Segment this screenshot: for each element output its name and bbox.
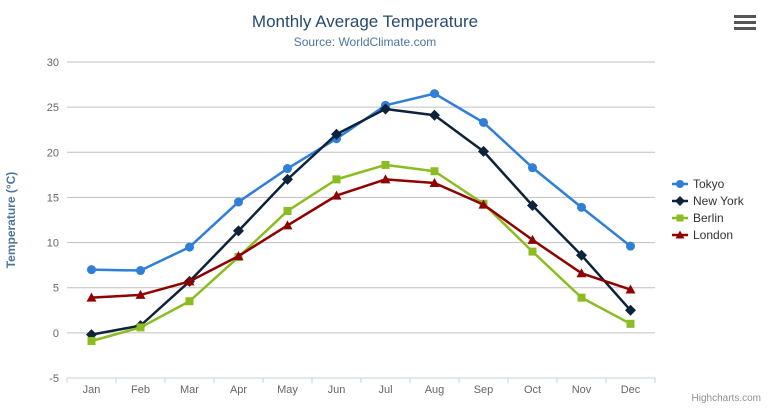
data-point-tokyo-apr[interactable]: [234, 197, 243, 207]
data-point-berlin-oct[interactable]: [528, 247, 537, 256]
legend-diamond-glyph: [675, 195, 685, 206]
data-point-berlin-aug[interactable]: [430, 167, 439, 176]
y-axis-title: Temperature (°C): [4, 172, 18, 269]
x-axis-tick-label: Feb: [131, 384, 150, 396]
legend-label-berlin: Berlin: [693, 210, 724, 225]
legend-item-berlin[interactable]: Berlin: [672, 209, 744, 226]
series-line-tokyo[interactable]: [90, 92, 632, 272]
x-axis-tick-label: Jan: [83, 384, 101, 396]
legend-circle-marker-icon: [672, 179, 688, 188]
legend-circle-glyph: [676, 179, 684, 188]
legend-triangle-glyph: [675, 230, 685, 238]
data-point-new-york-dec[interactable]: [625, 304, 636, 316]
data-point-berlin-jan[interactable]: [87, 336, 96, 345]
legend-triangle-marker-icon: [672, 230, 688, 238]
data-point-berlin-feb[interactable]: [136, 323, 145, 332]
x-axis-tick-label: Apr: [230, 384, 247, 396]
data-point-new-york-jun[interactable]: [331, 128, 342, 140]
data-point-new-york-oct[interactable]: [527, 200, 538, 212]
series-line-london[interactable]: [90, 178, 632, 299]
legend-label-new-york: New York: [693, 193, 744, 208]
x-axis-tick-label: May: [277, 384, 298, 396]
x-axis-tick-label: Dec: [621, 384, 641, 396]
legend-label-tokyo: Tokyo: [693, 176, 725, 191]
data-point-london-jan[interactable]: [86, 292, 97, 302]
y-axis-tick-label: 30: [47, 57, 59, 69]
legend-item-tokyo[interactable]: Tokyo: [672, 175, 744, 192]
data-point-new-york-aug[interactable]: [429, 109, 440, 121]
data-point-london-jul[interactable]: [380, 174, 391, 184]
data-point-berlin-may[interactable]: [283, 206, 292, 215]
legend-square-marker-icon: [672, 214, 688, 221]
x-axis-tick-label: Jul: [378, 384, 392, 396]
data-point-london-mar[interactable]: [184, 276, 195, 286]
y-axis-tick-label: 20: [47, 147, 59, 159]
legend-square-glyph: [676, 214, 684, 221]
data-point-tokyo-may[interactable]: [283, 164, 292, 174]
y-axis-tick-label: -5: [49, 373, 59, 385]
data-point-new-york-sep[interactable]: [478, 145, 489, 157]
data-point-new-york-nov[interactable]: [576, 249, 587, 261]
y-axis-tick-label: 25: [47, 102, 59, 114]
y-axis-tick-label: 0: [53, 328, 59, 340]
data-point-london-apr[interactable]: [233, 251, 244, 261]
data-point-london-aug[interactable]: [429, 177, 440, 187]
data-point-london-nov[interactable]: [576, 268, 587, 278]
data-point-tokyo-nov[interactable]: [577, 202, 586, 212]
x-axis-tick-label: Jun: [328, 384, 346, 396]
legend: Tokyo New York Berlin London: [672, 175, 744, 243]
data-point-berlin-dec[interactable]: [626, 319, 635, 328]
data-point-london-jun[interactable]: [331, 190, 342, 200]
data-point-tokyo-oct[interactable]: [528, 163, 537, 173]
x-axis-tick-label: Mar: [180, 384, 199, 396]
legend-item-london[interactable]: London: [672, 226, 744, 243]
y-axis-tick-label: 15: [47, 192, 59, 204]
y-axis-tick-label: 5: [53, 283, 59, 295]
data-point-london-feb[interactable]: [135, 289, 146, 299]
data-point-berlin-jun[interactable]: [332, 175, 341, 184]
data-point-new-york-may[interactable]: [282, 173, 293, 185]
data-point-berlin-nov[interactable]: [577, 293, 586, 302]
series-line-berlin[interactable]: [90, 163, 632, 343]
data-point-tokyo-dec[interactable]: [626, 241, 635, 251]
data-point-tokyo-mar[interactable]: [185, 242, 194, 252]
data-point-london-oct[interactable]: [527, 234, 538, 244]
data-point-new-york-apr[interactable]: [233, 225, 244, 237]
x-axis-tick-label: Sep: [474, 384, 494, 396]
legend-label-london: London: [693, 227, 734, 242]
data-point-london-dec[interactable]: [625, 284, 636, 294]
hamburger-menu-icon: [734, 15, 756, 18]
legend-item-new-york[interactable]: New York: [672, 192, 744, 209]
data-point-tokyo-feb[interactable]: [136, 266, 145, 276]
data-point-tokyo-sep[interactable]: [479, 117, 488, 127]
context-menu-button[interactable]: [734, 15, 756, 30]
data-point-tokyo-jan[interactable]: [87, 265, 96, 275]
x-axis-tick-label: Nov: [572, 384, 592, 396]
series-line-new-york[interactable]: [90, 107, 632, 336]
hamburger-menu-icon: [734, 21, 756, 24]
data-point-london-may[interactable]: [282, 220, 293, 230]
y-axis-tick-label: 10: [47, 238, 59, 250]
hamburger-menu-icon: [734, 27, 756, 30]
data-point-new-york-jul[interactable]: [380, 103, 391, 115]
data-point-london-sep[interactable]: [478, 199, 489, 209]
credits-link[interactable]: Highcharts.com: [691, 393, 761, 404]
data-point-berlin-mar[interactable]: [185, 297, 194, 306]
data-point-tokyo-aug[interactable]: [430, 89, 439, 99]
x-axis-tick-label: Oct: [524, 384, 541, 396]
legend-diamond-marker-icon: [672, 195, 688, 206]
x-axis-tick-label: Aug: [425, 384, 445, 396]
data-point-berlin-jul[interactable]: [381, 160, 390, 169]
